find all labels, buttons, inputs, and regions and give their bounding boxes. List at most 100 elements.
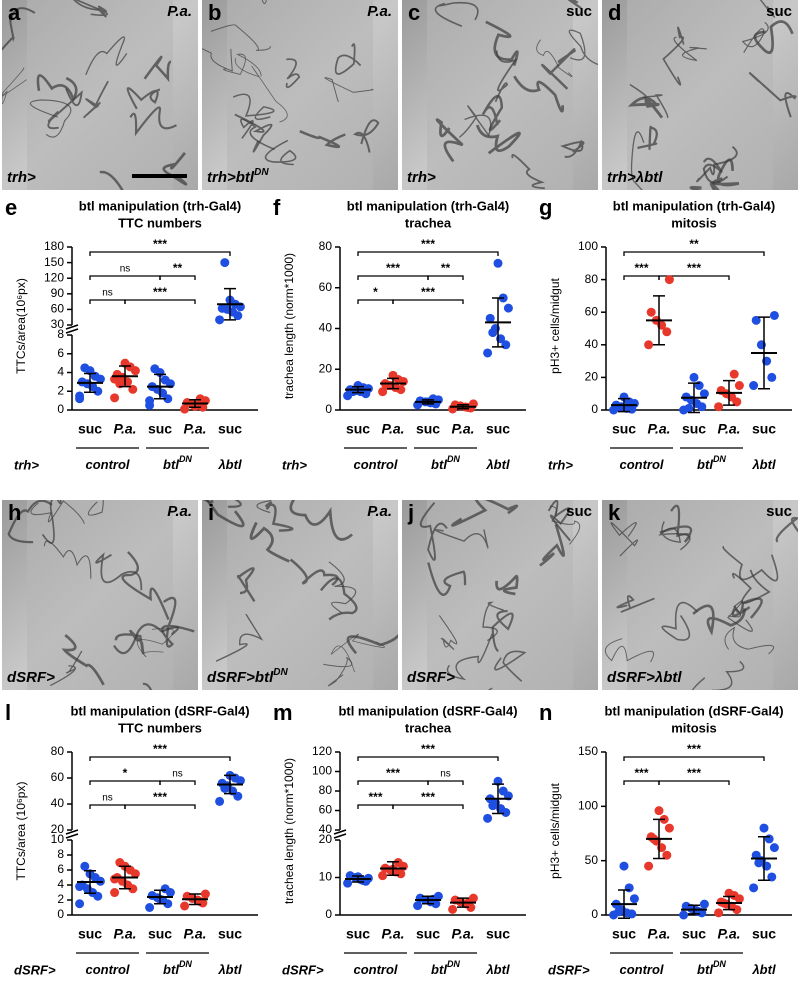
y-tick-label: 20 bbox=[319, 832, 333, 846]
trachea-branch bbox=[711, 158, 740, 187]
image-condition: suc bbox=[566, 3, 592, 20]
micrograph: k suc dSRF>λbtl bbox=[602, 500, 798, 690]
image-genotype: trh> bbox=[7, 169, 36, 186]
trachea-branch bbox=[458, 105, 492, 138]
trachea-branch bbox=[731, 597, 763, 619]
trachea-branch bbox=[161, 596, 195, 648]
significance-bracket bbox=[392, 804, 464, 809]
data-point bbox=[769, 310, 779, 320]
data-point bbox=[415, 396, 425, 406]
significance-bracket bbox=[159, 275, 196, 280]
trachea-branch bbox=[637, 125, 658, 150]
y-tick-label: 6 bbox=[57, 346, 64, 360]
data-point bbox=[662, 327, 672, 337]
data-point bbox=[345, 871, 355, 881]
trachea-branch bbox=[205, 500, 245, 528]
x-tick-label: P.a. bbox=[647, 926, 670, 942]
chart-title: mitosis bbox=[671, 215, 717, 230]
image-letter: h bbox=[8, 500, 21, 525]
data-point bbox=[75, 899, 85, 909]
group-text: control bbox=[353, 457, 397, 472]
data-point bbox=[348, 387, 358, 397]
trachea-branch bbox=[126, 87, 161, 110]
gut-tissue bbox=[627, 0, 773, 190]
genotype-text: trh>btl bbox=[207, 169, 255, 186]
genotype-superscript: DN bbox=[273, 667, 288, 678]
trachea-branch bbox=[264, 139, 297, 166]
significance-label: *** bbox=[153, 237, 167, 251]
significance-label: *** bbox=[687, 742, 701, 756]
genotype-text: trh> bbox=[7, 169, 36, 186]
x-tick-label: P.a. bbox=[183, 421, 206, 437]
x-tick-label: suc bbox=[78, 421, 102, 437]
genotype-text: trh>λbtl bbox=[607, 169, 663, 186]
genotype-text: trh> bbox=[407, 169, 436, 186]
data-point bbox=[624, 883, 634, 893]
significance-label: *** bbox=[368, 790, 382, 804]
trachea-branch bbox=[568, 29, 598, 66]
data-point bbox=[80, 861, 90, 871]
trachea-branch bbox=[330, 633, 385, 673]
y-axis-label: TTCs/area (10⁶px) bbox=[14, 782, 28, 881]
trachea-branch bbox=[47, 88, 83, 130]
significance-label: *** bbox=[421, 790, 435, 804]
x-tick-label: P.a. bbox=[381, 926, 404, 942]
chart-title: btl manipulation (trh-Gal4) bbox=[79, 198, 242, 213]
significance-label: *** bbox=[153, 285, 167, 299]
data-point bbox=[654, 806, 664, 816]
group-superscript: DN bbox=[179, 454, 192, 464]
group-text: btl bbox=[431, 962, 447, 977]
image-letter: d bbox=[608, 0, 621, 25]
trachea-branch bbox=[289, 558, 339, 587]
trachea-branch bbox=[661, 601, 698, 641]
trachea-branch bbox=[323, 656, 353, 687]
x-tick-label: suc bbox=[346, 421, 370, 437]
image-condition: suc bbox=[766, 3, 792, 20]
gut-tissue bbox=[27, 500, 173, 690]
y-tick-label: 4 bbox=[57, 877, 64, 891]
data-point bbox=[215, 796, 225, 806]
significance-label: *** bbox=[153, 742, 167, 756]
data-point bbox=[215, 315, 225, 325]
group-label: control bbox=[85, 962, 129, 977]
significance-bracket bbox=[623, 756, 765, 761]
trachea-branch bbox=[673, 36, 707, 62]
y-tick-label: 2 bbox=[57, 892, 64, 906]
group-text: btl bbox=[163, 962, 179, 977]
significance-bracket bbox=[427, 780, 464, 785]
group-label: control bbox=[353, 457, 397, 472]
trachea-branch bbox=[547, 500, 571, 542]
genotype-text: dSRF>btl bbox=[207, 669, 274, 686]
x-tick-label: suc bbox=[486, 421, 510, 437]
x-tick-label: suc bbox=[752, 926, 776, 942]
data-point bbox=[220, 783, 230, 793]
significance-label: ns bbox=[102, 288, 113, 299]
trachea-branch bbox=[659, 504, 692, 543]
image-condition: P.a. bbox=[367, 503, 392, 520]
trachea-branch bbox=[353, 119, 380, 153]
trachea-branch bbox=[481, 95, 504, 132]
x-tick-label: suc bbox=[78, 926, 102, 942]
trachea-branch bbox=[438, 615, 458, 650]
genotype-text: dSRF>λbtl bbox=[607, 669, 682, 686]
image-letter: i bbox=[208, 500, 214, 525]
significance-bracket bbox=[159, 780, 196, 785]
y-tick-label: 100 bbox=[578, 239, 598, 253]
image-condition: suc bbox=[566, 503, 592, 520]
trachea-branch bbox=[748, 72, 797, 118]
trachea-branch bbox=[427, 562, 467, 596]
data-point bbox=[751, 850, 761, 860]
significance-bracket bbox=[392, 299, 464, 304]
gut-tissue bbox=[227, 0, 373, 190]
y-tick-label: 40 bbox=[51, 796, 65, 810]
image-genotype: dSRF>λbtl bbox=[607, 669, 682, 686]
x-tick-label: suc bbox=[682, 926, 706, 942]
y-tick-label: 80 bbox=[51, 744, 65, 758]
trachea-branch bbox=[334, 43, 362, 75]
data-point bbox=[699, 389, 709, 399]
data-point bbox=[115, 858, 125, 868]
trachea-branch bbox=[451, 500, 519, 527]
significance-bracket bbox=[623, 251, 765, 256]
trachea-branch bbox=[99, 170, 124, 190]
group-superscript: DN bbox=[179, 959, 192, 969]
